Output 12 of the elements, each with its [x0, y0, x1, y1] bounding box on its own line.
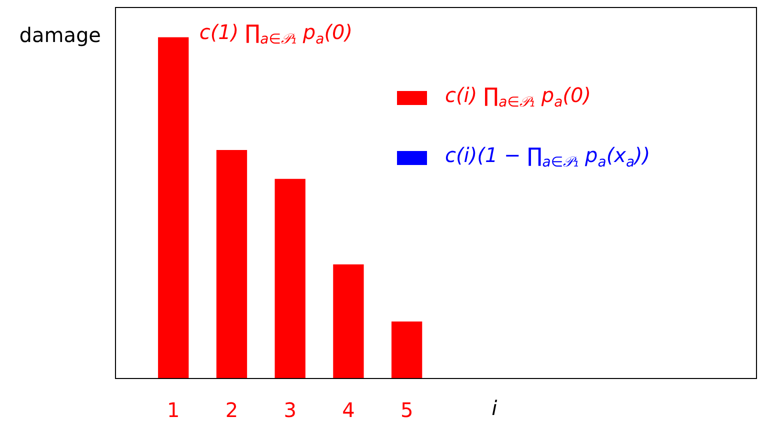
y-axis-title: damage [19, 23, 101, 48]
bar [158, 37, 189, 378]
x-tick-label: 1 [166, 398, 180, 422]
x-tick-label: 2 [225, 398, 238, 422]
bar [391, 322, 422, 378]
bar [274, 178, 306, 378]
x-axis-title: i [492, 396, 498, 420]
x-tick-label: 4 [342, 398, 355, 422]
x-tick-label: 5 [400, 398, 414, 422]
x-tick-label: 3 [284, 398, 296, 422]
bar [216, 150, 248, 378]
bar [333, 264, 364, 378]
